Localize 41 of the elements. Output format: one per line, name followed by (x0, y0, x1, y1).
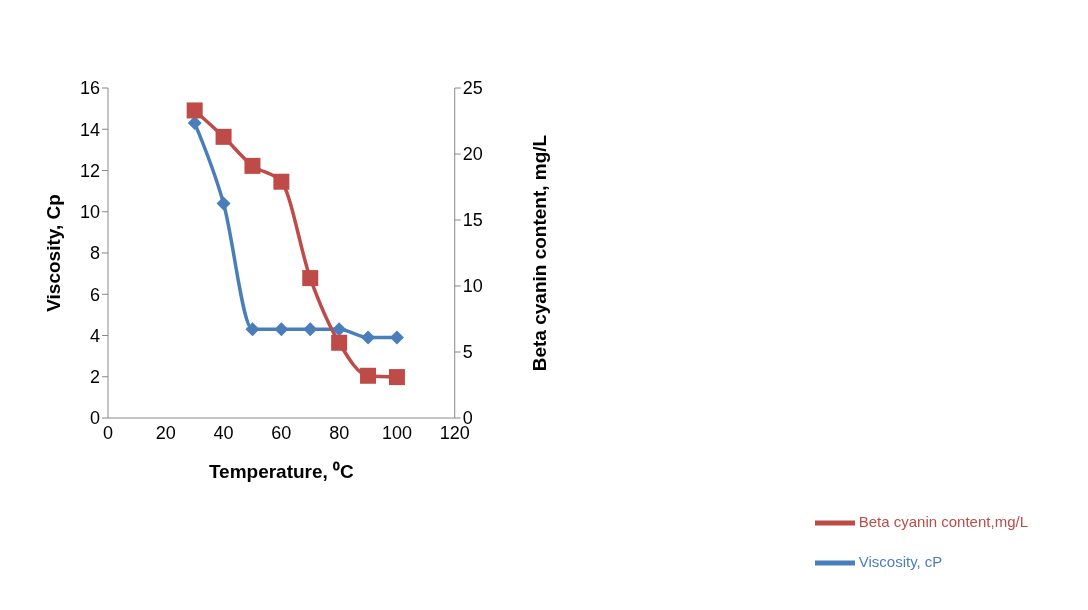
y-tick-label: 14 (79, 119, 100, 140)
y-axis-title: Viscosity, Cp (42, 194, 64, 312)
x-tick-label: 40 (213, 422, 234, 443)
y-tick-label: 4 (89, 325, 100, 346)
y2-axis-title: Beta cyanin content, mg/L (529, 134, 551, 372)
y2-tick-label: 5 (462, 342, 473, 363)
x-tick-label: 80 (329, 422, 350, 443)
legend-label: Beta cyanin content,mg/L (858, 512, 1028, 530)
y-tick-label: 16 (79, 78, 100, 99)
x-tick-label: 60 (271, 422, 292, 443)
y2-tick-label: 20 (462, 144, 483, 165)
y-tick-label: 2 (89, 367, 100, 388)
point (360, 367, 377, 384)
point (273, 173, 290, 190)
point (216, 196, 231, 211)
point (389, 330, 404, 345)
x-tick-label: 0 (102, 422, 114, 443)
x-tick-label: 100 (381, 422, 412, 443)
point (215, 128, 232, 145)
y-tick-label: 6 (89, 284, 100, 305)
y-tick-label: 8 (89, 243, 100, 264)
point (187, 116, 202, 131)
point (303, 322, 318, 337)
point (361, 330, 376, 345)
y2-tick-label: 10 (462, 276, 483, 297)
x-tick-label: 20 (155, 422, 176, 443)
x-axis-title: Temperature, ⁰C (208, 461, 355, 482)
y-tick-label: 12 (79, 160, 100, 181)
y-tick-label: 10 (79, 202, 100, 223)
point (331, 334, 348, 351)
legend-label: Viscosity, cP (858, 552, 943, 570)
y2-tick-label: 15 (462, 210, 483, 231)
y-tick-label: 0 (89, 408, 100, 429)
point (274, 322, 289, 337)
point (244, 157, 261, 174)
point (332, 322, 347, 337)
point (388, 369, 405, 386)
point (245, 322, 260, 337)
point (302, 270, 319, 287)
point (186, 102, 203, 119)
y2-tick-label: 25 (462, 78, 483, 99)
